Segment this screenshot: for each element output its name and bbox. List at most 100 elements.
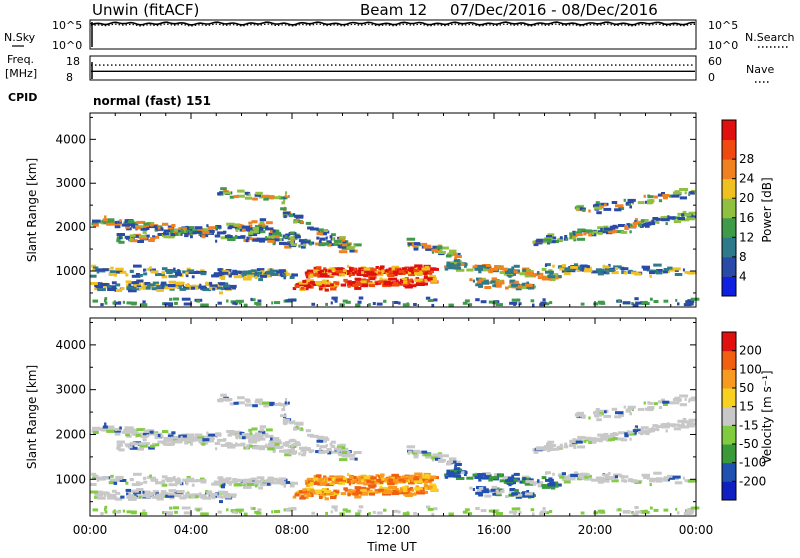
velocity-cell (640, 426, 645, 430)
velocity-cell (185, 482, 189, 486)
power-cell (354, 270, 357, 274)
velocity-cell (453, 474, 462, 478)
power-cell (387, 274, 395, 277)
velocity-cell (260, 478, 265, 482)
power-cell (170, 233, 177, 237)
velocity-cell (672, 398, 682, 402)
power-cell (508, 274, 512, 278)
power-cell (627, 200, 632, 204)
power-cell (173, 228, 179, 232)
velocity-cell (537, 484, 542, 488)
power-cell (284, 235, 288, 239)
power-cell (335, 281, 340, 285)
power-cell (481, 277, 487, 281)
velocity-cell (430, 488, 438, 492)
velocity-cell (302, 488, 307, 492)
velocity-colorbar-label: 50 (739, 381, 754, 395)
velocity-cell (322, 436, 329, 440)
velocity-cell (391, 479, 399, 483)
power-cell (322, 229, 329, 232)
velocity-cell (344, 488, 348, 492)
power-cell (679, 196, 687, 200)
velocity-cell (506, 476, 515, 480)
power-cell (662, 270, 668, 274)
power-cell (171, 224, 176, 227)
velocity-cell (242, 485, 252, 489)
velocity-cell (279, 449, 286, 453)
power-cell (684, 270, 691, 274)
velocity-colorbar-swatch (722, 388, 736, 408)
power-cell (144, 234, 150, 238)
power-cell (182, 286, 187, 290)
velocity-cell (595, 408, 600, 411)
power-cell (294, 284, 300, 288)
velocity-cell (207, 433, 217, 437)
velocity-cell (641, 473, 645, 477)
velocity-xtick-label: 12:00 (376, 523, 411, 537)
velocity-cell (570, 474, 578, 477)
power-cell (283, 199, 286, 203)
velocity-cell (357, 481, 366, 485)
velocity-cell (408, 450, 412, 454)
velocity-cell (325, 444, 328, 447)
velocity-cell (102, 425, 108, 429)
velocity-cell (344, 488, 352, 492)
power-cell (453, 266, 462, 270)
power-cell (421, 267, 431, 271)
power-colorbar-label: 24 (739, 172, 754, 186)
power-cell (270, 230, 273, 234)
velocity-cell (398, 510, 401, 514)
power-cell (179, 287, 187, 291)
power-cell (323, 267, 327, 271)
power-cell (649, 297, 653, 301)
velocity-cell (615, 437, 624, 441)
power-cell (466, 268, 474, 272)
power-cell (493, 283, 502, 286)
velocity-cell (151, 495, 158, 499)
power-cell (379, 277, 383, 281)
power-cell (449, 249, 457, 253)
velocity-cell (339, 443, 346, 447)
velocity-cell (610, 436, 618, 440)
velocity-cell (520, 494, 527, 498)
power-cell (92, 219, 101, 223)
velocity-cell (649, 477, 658, 481)
velocity-cell (679, 403, 687, 407)
velocity-cell (148, 432, 158, 436)
velocity-cell (444, 473, 448, 477)
power-cell (541, 267, 547, 271)
velocity-cell (114, 428, 118, 432)
power-cell (357, 273, 366, 277)
velocity-cell (611, 479, 619, 483)
velocity-cell (147, 491, 156, 495)
velocity-cell (144, 476, 147, 480)
power-cell (655, 271, 663, 275)
velocity-cell (414, 487, 423, 491)
velocity-cell (95, 476, 105, 480)
velocity-cell (591, 439, 595, 443)
power-cell (143, 272, 148, 276)
velocity-cell (442, 454, 449, 458)
velocity-cell (647, 406, 655, 410)
velocity-cell (488, 478, 493, 482)
velocity-cell (92, 476, 95, 480)
velocity-cell (385, 480, 392, 484)
velocity-cell (620, 438, 628, 442)
power-cell (414, 278, 423, 282)
velocity-cell (532, 512, 535, 516)
power-cell (102, 218, 108, 222)
velocity-cell (290, 448, 294, 452)
power-cell (413, 245, 419, 249)
velocity-cell (333, 492, 339, 495)
velocity-cell (491, 485, 497, 489)
velocity-cell (682, 417, 687, 421)
velocity-cell (249, 444, 253, 448)
power-cell (249, 237, 253, 241)
velocity-cell (549, 510, 553, 513)
velocity-cell (327, 451, 332, 455)
freq-panel-frame (89, 55, 697, 81)
velocity-cell (162, 430, 169, 433)
velocity-cell (149, 474, 152, 478)
power-cell (348, 274, 351, 278)
power-cell (252, 227, 260, 230)
